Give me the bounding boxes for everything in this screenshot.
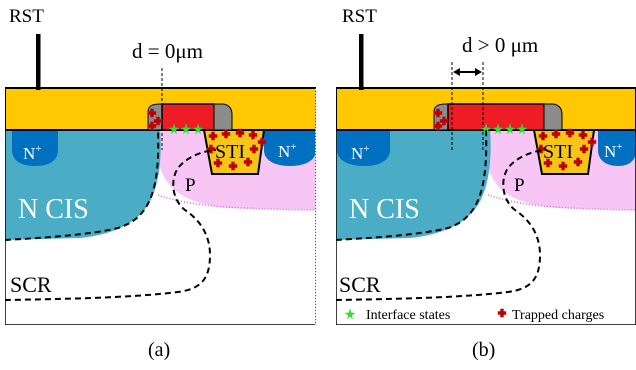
n-plus-left-b: [337, 130, 390, 166]
n-plus-right-label-a: N+: [278, 141, 297, 161]
rst-pin-b: [359, 34, 364, 90]
n-cis-label-b: N CIS: [349, 194, 420, 225]
d-arrow-b: [453, 68, 482, 76]
n-cis-label-a: N CIS: [18, 194, 89, 225]
caption-a: (a): [148, 339, 170, 361]
p-label-b: P: [514, 175, 525, 196]
n-plus-left-a: [12, 130, 58, 166]
n-plus-left-label-b: N+: [351, 143, 370, 163]
n-plus-left-label-a: N+: [23, 143, 42, 163]
p-label-a: P: [185, 175, 196, 196]
rst-label-a: RST: [9, 6, 44, 27]
scr-label-b: SCR: [339, 272, 381, 297]
n-plus-right-label-b: N+: [604, 141, 623, 161]
interface-states-legend-label: Interface states: [366, 308, 450, 323]
sti-label-b: STI: [543, 141, 573, 163]
caption-b: (b): [472, 339, 495, 361]
trapped-charges-legend-label: Trapped charges: [512, 308, 604, 323]
panel-b: [336, 34, 636, 325]
sti-label-a: STI: [215, 141, 245, 163]
d-label-b: d > 0 μm: [462, 33, 538, 57]
scr-label-a: SCR: [10, 272, 52, 297]
transfer-gate-a: [161, 103, 215, 131]
panel-a: [5, 34, 316, 325]
n-plus-right-a: [264, 130, 316, 166]
rst-pin-a: [36, 34, 41, 90]
transfer-gate-b: [447, 103, 545, 131]
n-plus-right-b: [598, 130, 636, 166]
d-label-a: d = 0μm: [132, 39, 203, 63]
legend: Interface states Trapped charges: [344, 308, 604, 323]
rst-label-b: RST: [342, 6, 377, 27]
